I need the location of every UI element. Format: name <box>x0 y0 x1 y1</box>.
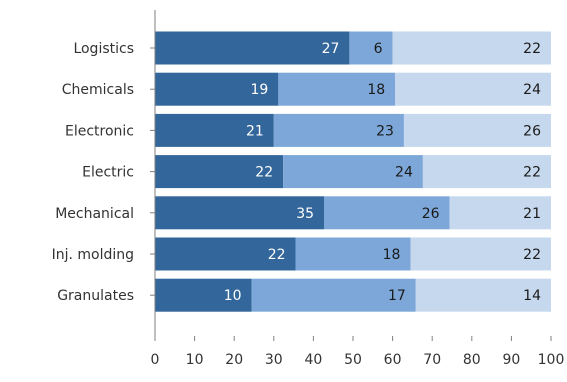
bar-segment <box>349 31 393 65</box>
data-label: 22 <box>255 165 273 181</box>
data-label: 22 <box>268 247 286 263</box>
bar-segment <box>155 196 325 230</box>
data-label: 22 <box>523 165 541 181</box>
data-label: 24 <box>395 165 413 181</box>
data-label: 24 <box>523 82 541 98</box>
bar-segment <box>403 113 551 147</box>
data-label: 18 <box>367 82 385 98</box>
x-tick-label: 100 <box>538 352 565 368</box>
x-tick-label: 70 <box>423 352 441 368</box>
bar-segment <box>155 31 350 65</box>
data-label: 10 <box>224 288 242 304</box>
data-label: 26 <box>422 206 440 222</box>
data-label: 18 <box>383 247 401 263</box>
bar-segment <box>273 113 404 147</box>
category-label: Electronic <box>65 123 134 139</box>
category-label: Logistics <box>73 41 134 57</box>
data-label: 22 <box>523 247 541 263</box>
x-tick-label: 60 <box>384 352 402 368</box>
bar-segment <box>155 72 279 106</box>
x-tick-label: 50 <box>344 352 362 368</box>
data-label: 35 <box>296 206 314 222</box>
x-tick-label: 20 <box>225 352 243 368</box>
data-label: 23 <box>376 123 394 139</box>
bar-segment <box>422 155 551 189</box>
x-tick-label: 0 <box>151 352 160 368</box>
data-label: 21 <box>523 206 541 222</box>
data-label: 21 <box>246 123 264 139</box>
data-label: 14 <box>523 288 541 304</box>
x-tick-label: 90 <box>502 352 520 368</box>
bar-segment <box>155 237 296 271</box>
category-label: Chemicals <box>62 82 134 98</box>
bar-segment <box>155 278 252 312</box>
category-label: Electric <box>82 165 134 181</box>
x-tick-label: 30 <box>265 352 283 368</box>
bar-segment <box>251 278 416 312</box>
category-label: Granulates <box>57 288 134 304</box>
bar-segment <box>395 72 551 106</box>
bar-segment <box>155 113 274 147</box>
bar-segment <box>415 278 551 312</box>
bar-segment <box>410 237 551 271</box>
data-label: 6 <box>374 41 383 57</box>
data-label: 26 <box>523 123 541 139</box>
bar-segment <box>278 72 396 106</box>
category-label: Mechanical <box>55 206 134 222</box>
bar-segment <box>283 155 423 189</box>
x-tick-label: 10 <box>186 352 204 368</box>
bar-segment <box>392 31 551 65</box>
data-label: 19 <box>251 82 269 98</box>
bar-segment <box>324 196 450 230</box>
x-tick-label: 40 <box>304 352 322 368</box>
data-label: 27 <box>322 41 340 57</box>
x-tick-label: 80 <box>463 352 481 368</box>
data-label: 17 <box>388 288 406 304</box>
bar-segment <box>155 155 284 189</box>
bar-segment <box>449 196 551 230</box>
data-label: 22 <box>523 41 541 57</box>
category-label: Inj. molding <box>52 247 134 263</box>
bar-segment <box>295 237 411 271</box>
